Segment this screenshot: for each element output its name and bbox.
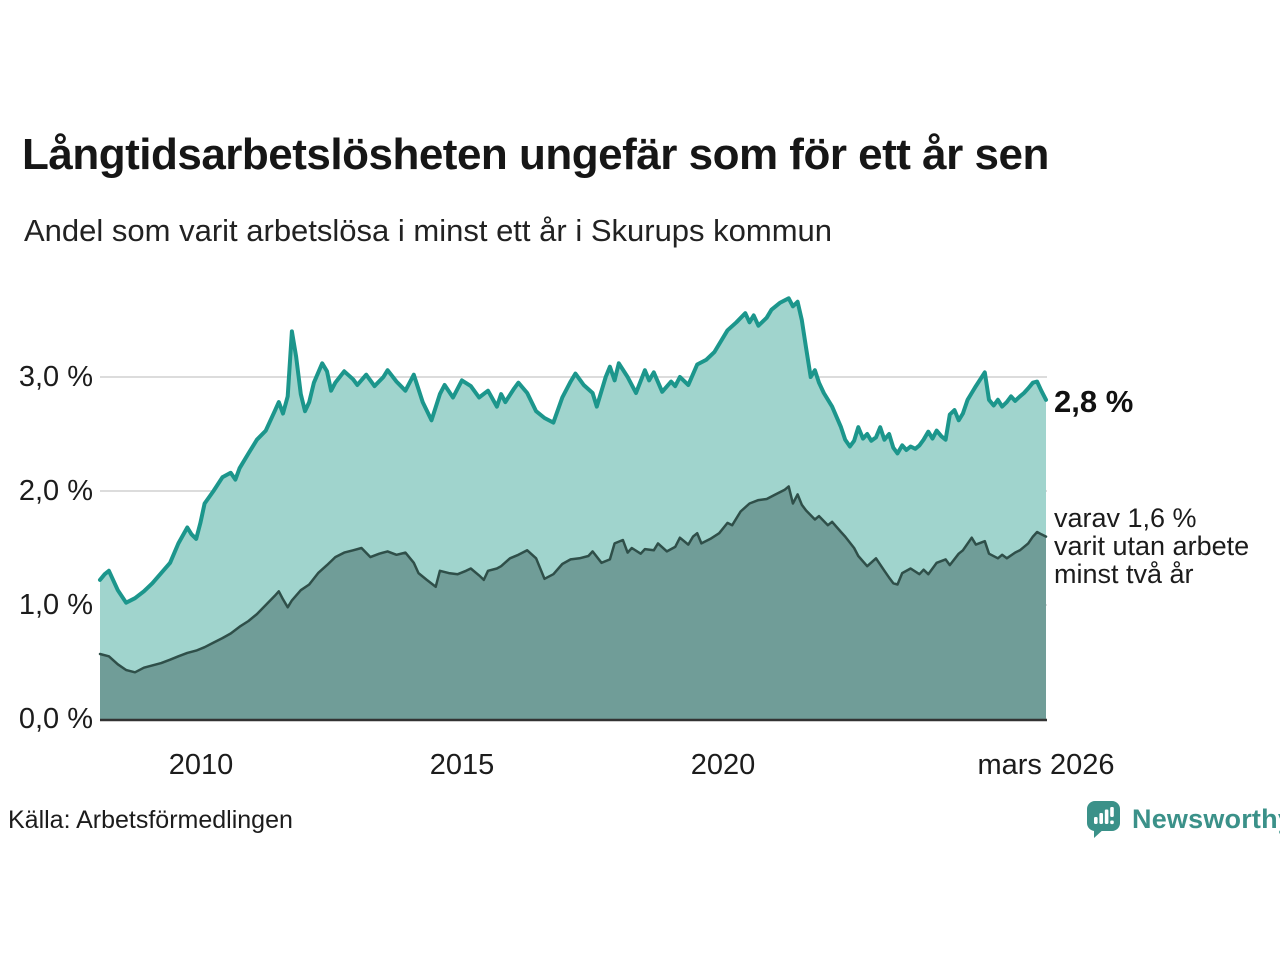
line-total-unemployed bbox=[98, 296, 1048, 605]
x-tick-2010: 2010 bbox=[168, 749, 234, 781]
latest-value-label: 2,8 % bbox=[1054, 384, 1134, 419]
page-title: Långtidsarbetslösheten ungefär som för e… bbox=[22, 130, 1049, 179]
brand-name: Newsworthy bbox=[1132, 803, 1280, 834]
secondary-label-line-2: varit utan arbete bbox=[1054, 531, 1250, 561]
x-tick-2020: 2020 bbox=[690, 749, 756, 781]
secondary-series-label: varav 1,6 % varit utan arbete minst två … bbox=[1054, 504, 1249, 588]
page-subtitle: Andel som varit arbetslösa i minst ett å… bbox=[24, 213, 833, 248]
y-tick-2: 2,0 % bbox=[18, 475, 93, 507]
y-tick-3: 3,0 % bbox=[18, 361, 93, 393]
source-note: Källa: Arbetsförmedlingen bbox=[8, 806, 293, 834]
secondary-label-line-1: varav 1,6 % bbox=[1054, 503, 1197, 533]
line-two-years-unemployed bbox=[98, 485, 1048, 674]
secondary-label-line-3: minst två år bbox=[1054, 559, 1194, 589]
x-tick-mars-2026: mars 2026 bbox=[977, 749, 1115, 781]
y-tick-1: 1,0 % bbox=[18, 589, 93, 621]
newsworthy-logo: Newsworthy bbox=[1086, 800, 1280, 838]
bar-chart-speech-bubble-icon bbox=[1087, 801, 1120, 838]
area-two-years-unemployed bbox=[100, 486, 1046, 719]
y-tick-0: 0,0 % bbox=[18, 703, 93, 735]
x-tick-2015: 2015 bbox=[429, 749, 495, 781]
